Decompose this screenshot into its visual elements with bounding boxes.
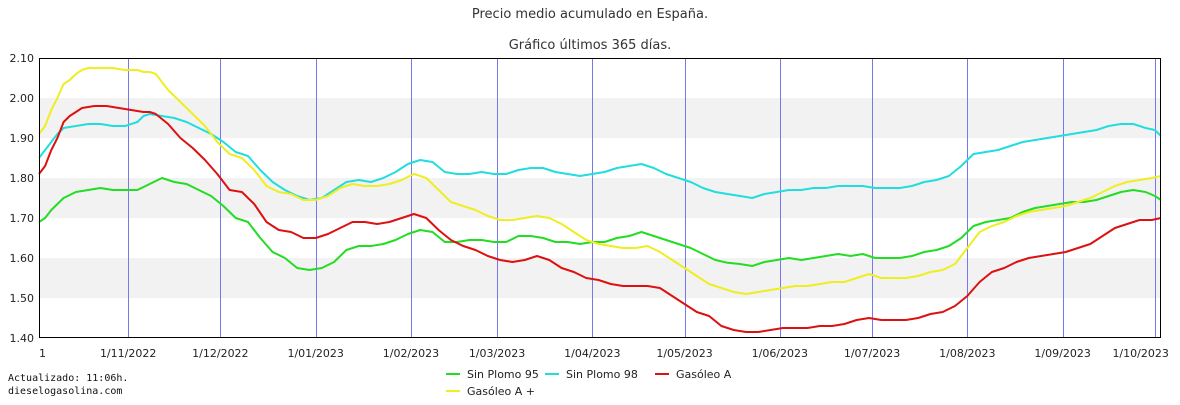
chart-subtitle: Gráfico últimos 365 días. bbox=[509, 38, 672, 53]
y-tick-label: 1.40 bbox=[10, 332, 35, 345]
x-tick-label: 1/03/2023 bbox=[469, 347, 525, 360]
x-tick-label: 1/12/2022 bbox=[192, 347, 248, 360]
series-line bbox=[38, 105, 1162, 333]
series-line bbox=[38, 67, 1162, 295]
y-tick-label: 2.10 bbox=[10, 52, 35, 65]
y-tick-label: 2.00 bbox=[10, 92, 35, 105]
grid-band bbox=[39, 258, 1161, 298]
x-tick-label: 1/02/2023 bbox=[383, 347, 439, 360]
x-tick-label: 1/05/2023 bbox=[656, 347, 712, 360]
x-tick-label: 1/08/2023 bbox=[939, 347, 995, 360]
plot-background bbox=[39, 58, 1161, 338]
x-tick-label: 1/07/2023 bbox=[844, 347, 900, 360]
legend-label: Sin Plomo 95 bbox=[467, 368, 539, 381]
series-line bbox=[38, 113, 1162, 201]
y-tick-label: 1.60 bbox=[10, 252, 35, 265]
chart-title: Precio medio acumulado en España. bbox=[472, 7, 708, 22]
x-tick-label: 1/10/2023 bbox=[1112, 347, 1168, 360]
y-tick-label: 1.70 bbox=[10, 212, 35, 225]
x-tick-label: 1/01/2023 bbox=[287, 347, 343, 360]
x-tick-label: 1/09/2023 bbox=[1034, 347, 1090, 360]
x-tick-label: 1 bbox=[39, 347, 46, 360]
x-axis-ticks: 1 1/11/2022 1/12/2022 1/01/2023 1/02/2023 1/0… bbox=[39, 347, 1169, 360]
series-line bbox=[38, 177, 1162, 271]
x-tick-label: 1/04/2023 bbox=[564, 347, 620, 360]
month-gridlines bbox=[128, 58, 1156, 338]
plot-border bbox=[39, 58, 1161, 338]
grid-band bbox=[39, 98, 1161, 138]
updated-text: Actualizado: 11:06h. bbox=[8, 373, 129, 384]
y-axis-ticks: 1.40 1.50 1.60 1.70 1.80 1.90 2.00 2.10 bbox=[10, 52, 35, 345]
site-name: dieselogasolina.com bbox=[8, 386, 123, 397]
legend-label: Gasóleo A + bbox=[467, 385, 535, 398]
y-tick-label: 1.80 bbox=[10, 172, 35, 185]
x-tick-label: 1/06/2023 bbox=[752, 347, 808, 360]
legend-label: Gasóleo A bbox=[676, 368, 732, 381]
series-lines bbox=[38, 67, 1162, 333]
y-tick-label: 1.90 bbox=[10, 132, 35, 145]
grid-band bbox=[39, 178, 1161, 218]
y-tick-label: 1.50 bbox=[10, 292, 35, 305]
legend: Sin Plomo 95 Sin Plomo 98 Gasóleo A Gasóleo… bbox=[446, 368, 732, 398]
x-tick-label: 1/11/2022 bbox=[100, 347, 156, 360]
legend-label: Sin Plomo 98 bbox=[566, 368, 638, 381]
